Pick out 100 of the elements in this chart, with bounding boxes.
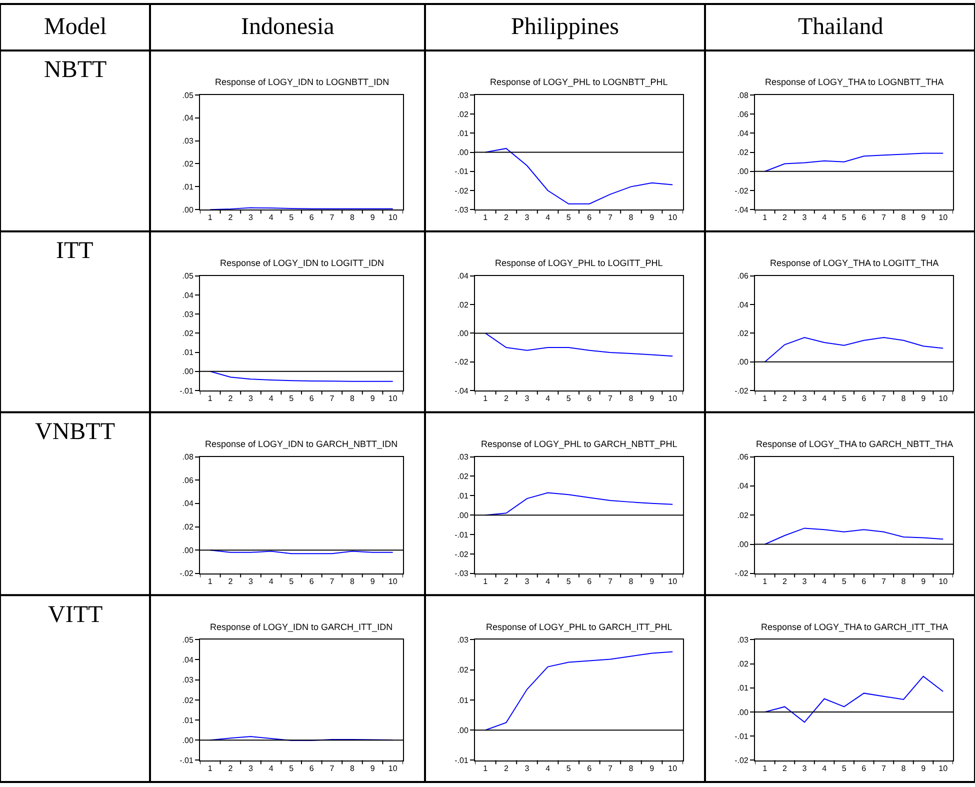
y-tick-label: -.02 — [454, 358, 469, 367]
y-tick-label: .02 — [182, 522, 194, 532]
x-tick-label: 2 — [782, 577, 788, 586]
x-tick-label: 3 — [248, 577, 254, 586]
x-tick-label: 5 — [566, 577, 572, 586]
x-tick-label: 4 — [546, 577, 551, 586]
y-tick-label: .03 — [182, 310, 194, 319]
x-tick-label: 7 — [608, 394, 613, 404]
chart-title: Response of LOGY_PHL to LOGNBTT_PHL — [490, 77, 668, 87]
x-tick-label: 3 — [802, 394, 808, 404]
chart-title: Response of LOGY_IDN to GARCH_NBTT_IDN — [205, 439, 398, 449]
y-tick-label: .00 — [737, 358, 749, 367]
y-tick-label: .01 — [182, 182, 194, 192]
x-tick-label: 3 — [524, 394, 530, 404]
y-tick-label: .03 — [457, 90, 469, 100]
x-tick-label: 5 — [289, 764, 294, 773]
x-tick-label: 9 — [370, 394, 376, 404]
x-tick-label: 7 — [881, 213, 886, 222]
x-tick-label: 5 — [289, 394, 294, 404]
y-tick-label: .02 — [737, 510, 749, 520]
x-tick-label: 3 — [802, 213, 808, 222]
x-tick-label: 4 — [268, 213, 274, 222]
x-tick-label: 4 — [268, 394, 274, 404]
y-tick-label: .04 — [737, 128, 749, 138]
y-tick-label: .02 — [182, 160, 194, 169]
x-tick-label: 7 — [608, 764, 613, 773]
x-tick-label: 3 — [524, 213, 530, 222]
x-tick-label: 9 — [650, 764, 655, 773]
x-tick-label: 6 — [587, 394, 592, 404]
x-tick-label: 2 — [782, 213, 788, 222]
y-tick-label: .04 — [182, 499, 194, 508]
y-tick-label: -.02 — [734, 756, 749, 766]
y-tick-label: .05 — [182, 272, 194, 281]
chart-title: Response of LOGY_THA to GARCH_NBTT_THA — [756, 439, 954, 449]
text: Indonesia — [241, 14, 335, 40]
x-tick-label: 10 — [388, 394, 398, 404]
x-tick-label: 10 — [938, 213, 948, 222]
x-tick-label: 8 — [901, 213, 906, 222]
x-tick-label: 2 — [228, 577, 234, 586]
y-tick-label: .02 — [737, 660, 749, 669]
text: Thailand — [798, 14, 884, 40]
y-tick-label: -.01 — [454, 530, 469, 540]
x-tick-label: 3 — [248, 764, 254, 773]
x-tick-label: 2 — [228, 213, 234, 222]
text: Philippines — [511, 14, 620, 40]
x-tick-label: 9 — [921, 577, 926, 586]
x-tick-label: 2 — [782, 394, 788, 404]
x-tick-label: 2 — [504, 394, 509, 404]
y-tick-label: .00 — [457, 726, 469, 735]
x-tick-label: 1 — [483, 764, 488, 773]
y-tick-label: -.01 — [734, 732, 749, 741]
y-tick-label: -.02 — [734, 186, 749, 196]
x-tick-label: 5 — [289, 577, 294, 586]
y-tick-label: .01 — [737, 684, 749, 693]
chart-title: Response of LOGY_THA to LOGNBTT_THA — [765, 77, 944, 87]
y-tick-label: -.02 — [454, 550, 469, 559]
x-tick-label: 3 — [524, 577, 530, 586]
y-tick-label: -.02 — [734, 569, 749, 578]
y-tick-label: .06 — [737, 272, 749, 281]
x-tick-label: 6 — [309, 213, 314, 222]
x-tick-label: 7 — [881, 764, 886, 773]
y-tick-label: -.02 — [734, 386, 749, 396]
y-tick-label: .00 — [457, 148, 469, 158]
x-tick-label: 10 — [668, 764, 678, 773]
x-tick-label: 8 — [350, 764, 356, 773]
text: Model — [44, 14, 107, 40]
x-tick-label: 6 — [309, 394, 314, 404]
x-tick-label: 2 — [228, 394, 234, 404]
x-tick-label: 7 — [881, 394, 886, 404]
x-tick-label: 9 — [370, 213, 376, 222]
x-tick-label: 3 — [802, 764, 808, 773]
x-tick-label: 10 — [938, 394, 948, 404]
x-tick-label: 2 — [504, 213, 509, 222]
y-tick-label: .04 — [457, 272, 469, 281]
x-tick-label: 7 — [608, 577, 613, 586]
y-tick-label: .04 — [737, 300, 749, 310]
x-tick-label: 9 — [921, 213, 926, 222]
y-tick-label: .02 — [457, 472, 469, 481]
y-tick-label: .00 — [457, 510, 469, 520]
x-tick-label: 9 — [370, 764, 376, 773]
x-tick-label: 10 — [668, 394, 678, 404]
y-tick-label: .06 — [182, 476, 194, 485]
x-tick-label: 8 — [350, 213, 356, 222]
y-tick-label: -.01 — [454, 167, 469, 176]
y-tick-label: .02 — [737, 328, 749, 338]
x-tick-label: 2 — [782, 764, 788, 773]
x-tick-label: 5 — [842, 764, 847, 773]
y-tick-label: -.01 — [180, 756, 194, 766]
x-tick-label: 2 — [228, 764, 234, 773]
y-tick-label: .04 — [182, 656, 194, 665]
y-tick-label: .00 — [182, 546, 194, 555]
x-tick-label: 5 — [566, 213, 572, 222]
chart-title: Response of LOGY_IDN to LOGNBTT_IDN — [215, 77, 390, 87]
y-tick-label: -.01 — [180, 386, 194, 396]
x-tick-label: 2 — [504, 577, 509, 586]
y-tick-label: .02 — [457, 666, 469, 675]
x-tick-label: 10 — [938, 577, 948, 586]
x-tick-label: 8 — [901, 394, 906, 404]
y-tick-label: .05 — [182, 90, 194, 100]
x-tick-label: 1 — [762, 577, 768, 586]
